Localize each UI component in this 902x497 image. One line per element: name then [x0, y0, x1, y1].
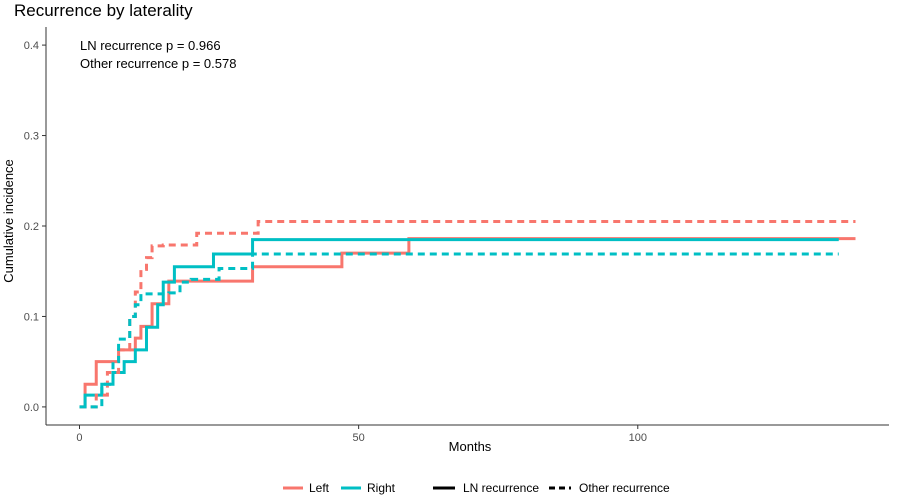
chart-title: Recurrence by laterality: [14, 1, 193, 20]
y-tick-label: 0.4: [24, 40, 39, 52]
legend-label-left: Left: [309, 481, 330, 495]
y-tick-label: 0.2: [24, 221, 39, 233]
ticks-layer: 0.0 0.1 0.2 0.3 0.4 0 50 100: [24, 40, 647, 444]
series-line-right-other-recurrence: [90, 252, 839, 409]
legend-label-right: Right: [367, 481, 396, 495]
y-tick-label: 0.3: [24, 131, 39, 143]
y-tick-label: 0.1: [24, 311, 39, 323]
legend-label-ln-recurrence: LN recurrence: [463, 481, 539, 495]
y-tick-label: 0.0: [24, 402, 39, 414]
x-axis-title: Months: [449, 439, 492, 454]
legend-label-other-recurrence: Other recurrence: [579, 481, 670, 495]
x-tick-label: 0: [76, 432, 82, 444]
legend: Left Right LN recurrence Other recurrenc…: [283, 481, 670, 495]
series-line-left-other-recurrence: [90, 219, 856, 409]
x-tick-label: 100: [629, 432, 647, 444]
series-line-right-ln-recurrence: [79, 238, 839, 409]
x-tick-label: 50: [353, 432, 365, 444]
y-axis-title: Cumulative incidence: [1, 159, 16, 283]
annotation-other-pvalue: Other recurrence p = 0.578: [80, 56, 236, 71]
series-line-left-ln-recurrence: [79, 237, 856, 409]
series-layer: [79, 219, 856, 409]
plot-area: 0.0 0.1 0.2 0.3 0.4 0 50 100: [24, 27, 889, 444]
annotation-ln-pvalue: LN recurrence p = 0.966: [80, 38, 221, 53]
